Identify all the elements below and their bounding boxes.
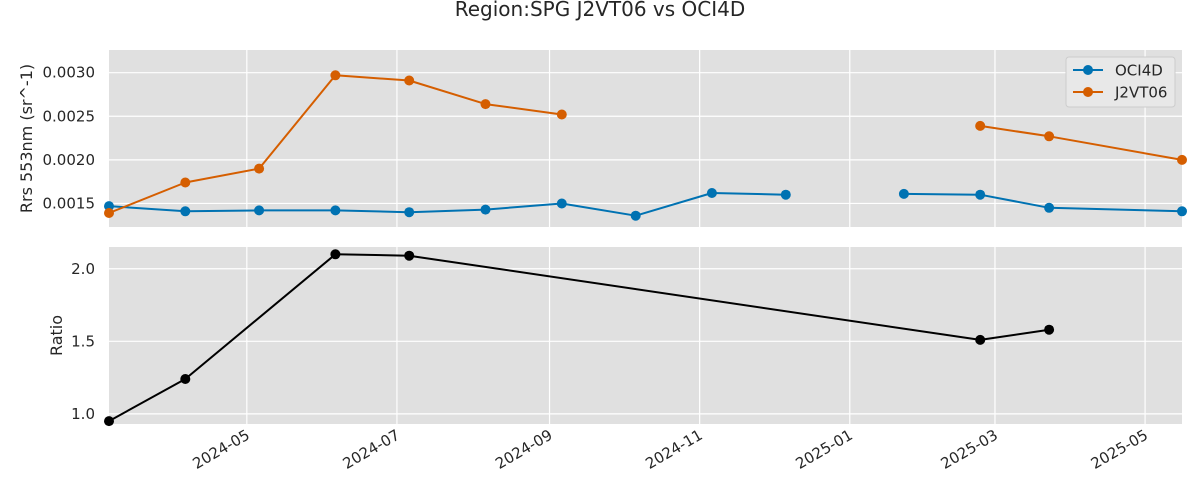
x-tick-label-2025-03: 2025-03	[938, 426, 1001, 473]
legend: OCI4D J2VT06	[1065, 56, 1176, 108]
data-point-oci4d-4	[330, 205, 341, 216]
data-point-ratio-5	[975, 334, 986, 345]
top-panel-background	[109, 50, 1182, 227]
data-point-oci4d-10	[780, 189, 791, 200]
legend-label-oci4d: OCI4D	[1115, 62, 1163, 80]
data-point-j2vt06-6	[480, 99, 491, 110]
data-point-j2vt06-4	[330, 70, 341, 81]
data-point-ratio-6	[1044, 324, 1055, 335]
x-tick-label-2024-07: 2024-07	[340, 426, 403, 473]
bottom-y-tick-label-2-0: 2.0	[71, 260, 95, 278]
legend-marker-oci4d	[1083, 65, 1093, 75]
data-point-j2vt06-8	[975, 120, 986, 131]
x-tick-label-2024-11: 2024-11	[642, 426, 705, 473]
data-point-oci4d-7	[556, 198, 567, 209]
bottom-panel-grid	[109, 247, 1182, 424]
data-point-j2vt06-3	[254, 163, 265, 174]
series-line-oci4d-segment-1	[108, 192, 786, 217]
data-point-j2vt06-1	[104, 208, 114, 218]
data-point-oci4d-6	[480, 204, 491, 215]
data-point-oci4d-5	[404, 207, 415, 218]
data-point-oci4d-8	[630, 210, 641, 221]
data-point-oci4d-14	[1177, 206, 1187, 217]
legend-marker-j2vt06	[1083, 87, 1093, 97]
data-point-oci4d-3	[254, 205, 265, 216]
data-point-j2vt06-10	[1177, 154, 1187, 165]
bottom-panel-y-ticks: 1.0 1.5 2.0	[71, 260, 95, 423]
x-axis-ticks: 2024-05 2024-07 2024-09 2024-11 2025-01 2025-…	[190, 426, 1152, 473]
top-y-tick-label-0-0020: 0.0020	[43, 151, 96, 169]
top-panel-series	[104, 70, 1187, 221]
series-line-oci4d-segment-2	[903, 192, 1183, 213]
data-point-oci4d-13	[1044, 202, 1055, 213]
data-point-oci4d-11	[898, 188, 909, 199]
top-panel-y-ticks: 0.0015 0.0020 0.0025 0.0030	[43, 64, 96, 213]
x-tick-label-2024-09: 2024-09	[492, 426, 555, 473]
data-point-oci4d-2	[180, 206, 191, 217]
x-tick-label-2024-05: 2024-05	[190, 426, 253, 473]
data-point-j2vt06-9	[1044, 131, 1055, 142]
top-y-tick-label-0-0030: 0.0030	[43, 64, 96, 82]
bottom-panel: 1.0 1.5 2.0 Ratio	[47, 247, 1182, 427]
data-point-ratio-1	[104, 416, 114, 427]
top-panel: 0.0015 0.0020 0.0025 0.0030 Rrs 553nm (sr^-…	[17, 50, 1187, 227]
top-y-axis-label: Rrs 553nm (sr^-1)	[17, 64, 36, 213]
top-panel-grid	[109, 50, 1182, 227]
x-tick-label-2025-01: 2025-01	[792, 426, 855, 473]
data-point-ratio-3	[330, 249, 341, 260]
data-point-oci4d-9	[706, 188, 717, 198]
data-point-ratio-2	[180, 374, 191, 384]
data-point-j2vt06-2	[180, 177, 191, 188]
top-y-tick-label-0-0015: 0.0015	[43, 194, 96, 212]
chart-title: Region:SPG J2VT06 vs OCI4D	[455, 0, 746, 21]
data-point-oci4d-1	[104, 201, 114, 212]
legend-label-j2vt06: J2VT06	[1114, 84, 1167, 102]
data-point-j2vt06-7	[556, 109, 567, 120]
x-tick-label-2025-05: 2025-05	[1088, 426, 1151, 473]
bottom-panel-background	[109, 247, 1182, 424]
bottom-y-axis-label: Ratio	[47, 315, 66, 356]
top-y-tick-label-0-0025: 0.0025	[43, 107, 96, 125]
series-line-ratio-segment-1	[108, 253, 1050, 422]
data-point-j2vt06-5	[404, 75, 415, 86]
bottom-y-tick-label-1-5: 1.5	[71, 332, 95, 350]
bottom-panel-series	[104, 249, 1055, 427]
data-point-oci4d-12	[975, 189, 986, 200]
bottom-y-tick-label-1-0: 1.0	[71, 405, 95, 423]
data-point-ratio-4	[404, 250, 415, 261]
